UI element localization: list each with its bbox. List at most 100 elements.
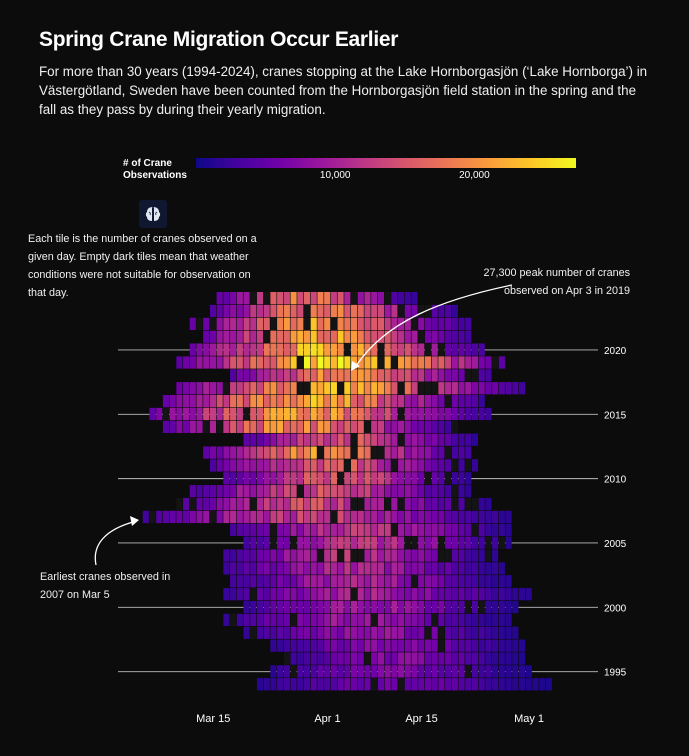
- tile-2007-24: [270, 510, 277, 524]
- tile-2022-52: [458, 317, 465, 331]
- tile-2011-37: [357, 459, 364, 472]
- tile-2016-13: [196, 394, 203, 408]
- tile-2008-37: [357, 497, 364, 511]
- tile-2009-20: [243, 485, 250, 498]
- tile-2020-14: [203, 343, 210, 356]
- tile-2007-23: [263, 510, 270, 524]
- tile-2008-43: [398, 497, 405, 511]
- tile-2017-28: [297, 382, 304, 395]
- tile-1997-57: [492, 639, 499, 652]
- tile-1998-49: [438, 626, 445, 639]
- tile-2021-38: [364, 330, 371, 343]
- tile-2007-44: [404, 510, 411, 524]
- tile-2013-48: [431, 433, 438, 446]
- tile-2021-32: [324, 330, 331, 343]
- earliest-arrowhead: [130, 516, 139, 526]
- heatmap-tiles: [142, 292, 552, 691]
- tile-2005-24: [270, 536, 277, 549]
- tile-1998-35: [344, 626, 351, 639]
- tile-2023-22: [256, 304, 264, 318]
- tile-2008-26: [283, 497, 290, 511]
- tile-2003-18: [230, 562, 237, 575]
- tile-2015-43: [398, 407, 405, 421]
- tile-2009-38: [364, 485, 371, 498]
- tile-2000-31: [317, 600, 324, 614]
- tile-2000-26: [283, 600, 290, 614]
- tile-2020-55: [478, 343, 485, 356]
- tile-2020-45: [411, 343, 418, 356]
- tile-2024-36: [351, 292, 358, 305]
- tile-2012-43: [398, 446, 405, 459]
- tile-2009-24: [270, 485, 277, 498]
- tile-2005-40: [377, 536, 384, 549]
- tile-1996-48: [431, 652, 438, 665]
- tile-2014-11: [183, 420, 190, 433]
- tile-2001-23: [263, 588, 270, 601]
- tile-2015-20: [243, 407, 250, 421]
- tile-1996-41: [384, 652, 391, 665]
- tile-2004-30: [310, 549, 317, 562]
- tile-2021-41: [384, 330, 391, 343]
- tile-2019-24: [270, 356, 277, 369]
- tile-1998-27: [290, 626, 297, 639]
- tile-1999-44: [404, 613, 411, 627]
- tile-2000-41: [384, 600, 391, 614]
- tile-2007-35: [344, 510, 351, 524]
- date-tick-May-1: May 1: [514, 713, 544, 725]
- tile-1996-47: [424, 652, 432, 665]
- tile-1996-35: [344, 652, 351, 665]
- tile-1998-30: [310, 626, 317, 639]
- tile-2007-52: [458, 510, 465, 524]
- tile-2007-20: [243, 510, 250, 524]
- tile-2019-30: [310, 356, 317, 369]
- tile-2000-53: [465, 600, 472, 614]
- tile-1998-37: [357, 626, 364, 639]
- tile-2019-23: [263, 356, 270, 369]
- tile-2022-36: [351, 317, 358, 331]
- tile-2018-35: [344, 369, 351, 382]
- chart-subtitle: For more than 30 years (1994-2024), cran…: [39, 64, 648, 117]
- tile-2007-5: [142, 510, 149, 524]
- tile-2005-42: [391, 536, 398, 549]
- tile-1999-41: [384, 613, 391, 627]
- tile-1996-33: [330, 652, 337, 665]
- tile-2021-40: [377, 330, 384, 343]
- tile-2011-40: [377, 459, 384, 472]
- tile-2015-15: [209, 407, 217, 421]
- tile-2009-17: [223, 485, 230, 498]
- tile-2023-51: [451, 304, 458, 318]
- tile-2022-26: [283, 317, 290, 331]
- tile-2016-38: [364, 394, 371, 408]
- tile-2004-45: [411, 549, 418, 562]
- tile-1994-31: [317, 678, 324, 691]
- tile-1996-29: [303, 652, 311, 665]
- tile-2016-46: [418, 394, 425, 408]
- tile-2023-17: [223, 304, 230, 318]
- tile-2003-33: [330, 562, 337, 575]
- tile-2003-52: [458, 562, 465, 575]
- tile-2020-54: [471, 343, 479, 356]
- tile-2018-49: [438, 369, 445, 382]
- tile-2003-20: [243, 562, 250, 575]
- tile-1995-49: [438, 665, 445, 678]
- tile-1996-42: [391, 652, 398, 665]
- tile-2009-51: [451, 485, 458, 498]
- tile-2022-24: [270, 317, 277, 331]
- tile-2006-31: [317, 523, 324, 536]
- tile-2002-38: [364, 575, 371, 588]
- tile-2024-21: [250, 292, 257, 305]
- tile-2016-35: [344, 394, 351, 408]
- tile-2023-32: [324, 304, 331, 318]
- tile-2020-49: [438, 343, 445, 356]
- tile-2004-23: [263, 549, 270, 562]
- tile-2013-27: [290, 433, 297, 446]
- tile-2012-32: [324, 446, 331, 459]
- tile-2006-53: [465, 523, 472, 536]
- tile-2019-42: [391, 356, 398, 369]
- tile-2023-36: [351, 304, 358, 318]
- tile-2012-16: [216, 446, 223, 459]
- tile-2015-23: [263, 407, 270, 421]
- tile-2017-18: [230, 382, 237, 395]
- tile-2022-32: [324, 317, 331, 331]
- tile-2015-27: [290, 407, 297, 421]
